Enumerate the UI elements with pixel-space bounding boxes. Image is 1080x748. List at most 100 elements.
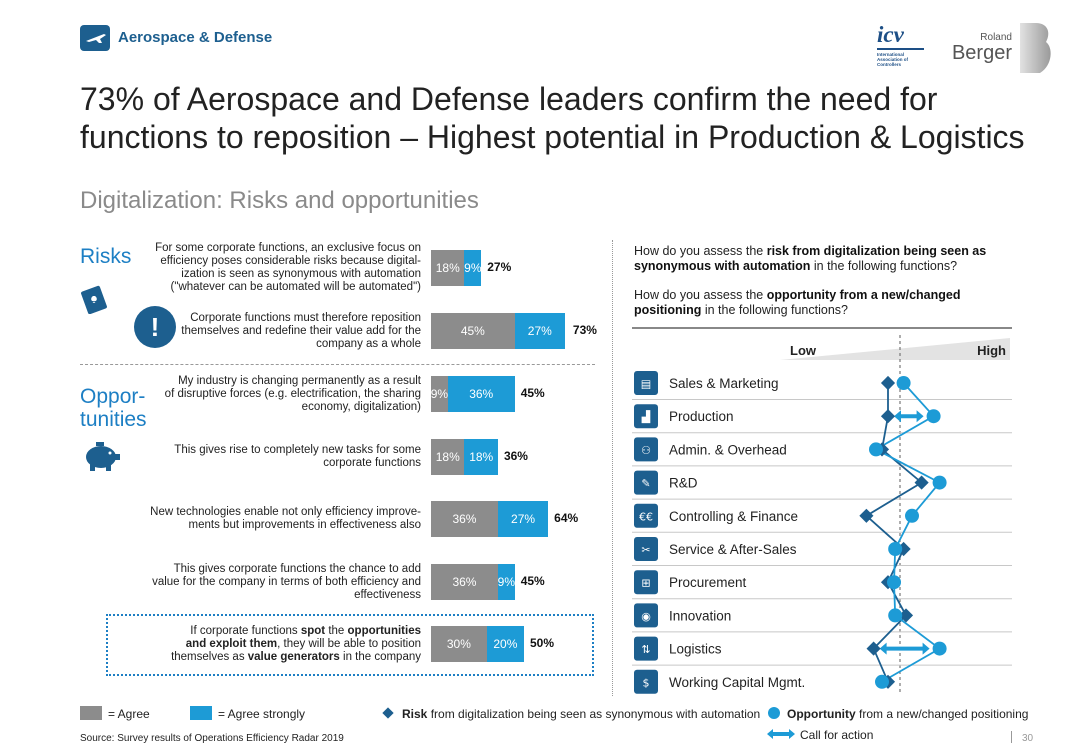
opportunity-point (887, 575, 901, 590)
opportunity-point (932, 641, 947, 656)
bar-agree-5: 36% (431, 501, 498, 537)
legend-opportunity-bold: Opportunity (787, 707, 856, 721)
bar-strong-6: 9% (497, 564, 515, 600)
risk-point (880, 375, 896, 391)
statement-2-line-2: themselves and redefine their value add … (181, 324, 421, 337)
icv-logo-text: icv (877, 22, 904, 47)
statement-3-line-1: My industry is changing permanently as a… (178, 374, 421, 387)
title-line-2: functions to reposition – Highest potent… (80, 119, 1025, 155)
statement-5: New technologies enable not only efficie… (121, 506, 421, 532)
statement-5-line-2: ments but improvements in effectiveness … (188, 519, 421, 531)
function-icon (634, 570, 658, 595)
statement-2: Corporate functions must therefore repos… (121, 312, 421, 351)
section-divider (80, 364, 595, 365)
bar-total-7: 50% (530, 636, 555, 650)
opportunity-point (926, 409, 941, 424)
risk-line (864, 383, 924, 683)
risk-question-bold: risk from digitalization being seen as s… (634, 244, 987, 273)
function-label: Sales & Marketing (669, 376, 779, 391)
function-label: Production (669, 409, 734, 424)
legend-call: Call for action (800, 728, 874, 742)
page-separator (1011, 731, 1012, 743)
function-label: Controlling & Finance (669, 509, 798, 524)
statement-6-line-2: value for the company in terms of both e… (152, 575, 421, 588)
plane-icon (80, 25, 110, 51)
function-icon-glyph: $ (643, 676, 650, 689)
legend-opportunity-marker (768, 707, 780, 719)
opportunity-question-post: in the following functions? (701, 302, 848, 317)
risk-question-post: in the following functions? (810, 258, 958, 273)
bar-strong-7: 20% (486, 626, 524, 662)
scale-low-label: Low (790, 343, 817, 358)
bar-total-6: 45% (520, 574, 545, 588)
bar-agree-4: 18% (431, 439, 465, 475)
function-profile-chart: Low High ▤ Sales & Marketing ▟ Production ⚇ Adm… (632, 335, 1012, 694)
statement-3: My industry is changing permanently as a… (121, 375, 421, 414)
page-number: 30 (1022, 733, 1034, 744)
function-icon (634, 470, 658, 495)
function-icon-glyph: ⇅ (641, 643, 650, 656)
legend-agree-swatch (80, 706, 102, 720)
source-note: Source: Survey results of Operations Eff… (80, 733, 344, 744)
statement-3-line-2: of disruptive forces (e.g. electrificati… (164, 387, 421, 400)
highlight-box (106, 614, 594, 676)
function-label: Service & After-Sales (669, 542, 797, 557)
function-label: Logistics (669, 642, 722, 657)
function-icon-glyph: ⊞ (641, 577, 650, 590)
risks-heading: Risks (80, 245, 132, 268)
opportunity-point (905, 508, 919, 523)
function-icon-glyph: ▟ (641, 410, 651, 424)
opportunity-line (874, 382, 942, 683)
statement-4: This gives rise to completely new tasks … (121, 444, 421, 470)
opportunity-point (896, 376, 911, 390)
bar-total-3: 45% (520, 386, 545, 400)
bar-agree-7: 30% (431, 626, 487, 662)
bar-strong-2: 27% (514, 313, 565, 349)
statement-6: This gives corporate functions the chanc… (121, 563, 421, 602)
function-label: R&D (669, 476, 698, 491)
statement-7-line-1: If corporate functions spot the opportun… (190, 624, 421, 637)
bar-strong-5: 27% (497, 501, 549, 537)
call-for-action-arrow (879, 642, 930, 655)
risk-point (914, 475, 929, 490)
legend-risk: Risk from digitalization being seen as s… (402, 707, 760, 721)
bar-total-2: 73% (572, 323, 597, 337)
legend-call-arrow (767, 729, 795, 739)
statement-4-line-1: This gives rise to completely new tasks … (174, 444, 421, 456)
page-title: 73% of Aerospace and Defense leaders con… (80, 80, 1040, 156)
bar-strong-4: 18% (464, 439, 498, 475)
bar-agree-3: 9% (431, 376, 448, 412)
opportunity-point (888, 608, 903, 623)
roland-berger-logo-line1: Roland (980, 32, 1012, 43)
statement-6-line-1: This gives corporate functions the chanc… (173, 562, 421, 575)
scale-wedge (780, 338, 1010, 360)
function-icon-glyph: ⚇ (641, 444, 651, 457)
bar-strong-1: 9% (464, 250, 482, 286)
bar-total-5: 64% (554, 511, 579, 525)
statement-3-line-3: economy, digitalization) (301, 400, 421, 413)
subtitle: Digitalization: Risks and opportunities (80, 187, 479, 214)
panel-divider (612, 240, 614, 696)
roland-berger-logo: Roland Berger (948, 32, 1012, 63)
function-icon (634, 371, 658, 395)
function-label: Procurement (669, 575, 747, 590)
bar-agree-1: 18% (431, 250, 465, 286)
function-icon-glyph: ✂ (641, 544, 650, 557)
function-icon (634, 404, 658, 429)
opportunity-point (869, 442, 883, 457)
function-label: Admin. & Overhead (669, 442, 787, 457)
opportunity-point (932, 475, 947, 490)
function-icon-glyph: ✎ (641, 477, 650, 490)
opportunity-question-bold: opportunity from a new/changed positioni… (634, 288, 961, 317)
opportunity-point (875, 674, 889, 689)
function-icon-glyph: €€ (639, 510, 653, 523)
statement-2-line-1: Corporate functions must therefore repos… (190, 311, 421, 324)
function-label: Working Capital Mgmt. (669, 675, 805, 690)
legend-risk-rest: from digitalization being seen as synony… (427, 707, 761, 721)
opportunities-heading-line2: tunities (80, 408, 147, 431)
bar-total-1: 27% (487, 260, 512, 274)
function-label: Innovation (669, 608, 731, 623)
piggy-bank-icon (80, 440, 122, 479)
roland-berger-logo-line2: Berger (951, 42, 1012, 64)
legend-opportunity: Opportunity from a new/changed positioni… (787, 707, 1028, 721)
